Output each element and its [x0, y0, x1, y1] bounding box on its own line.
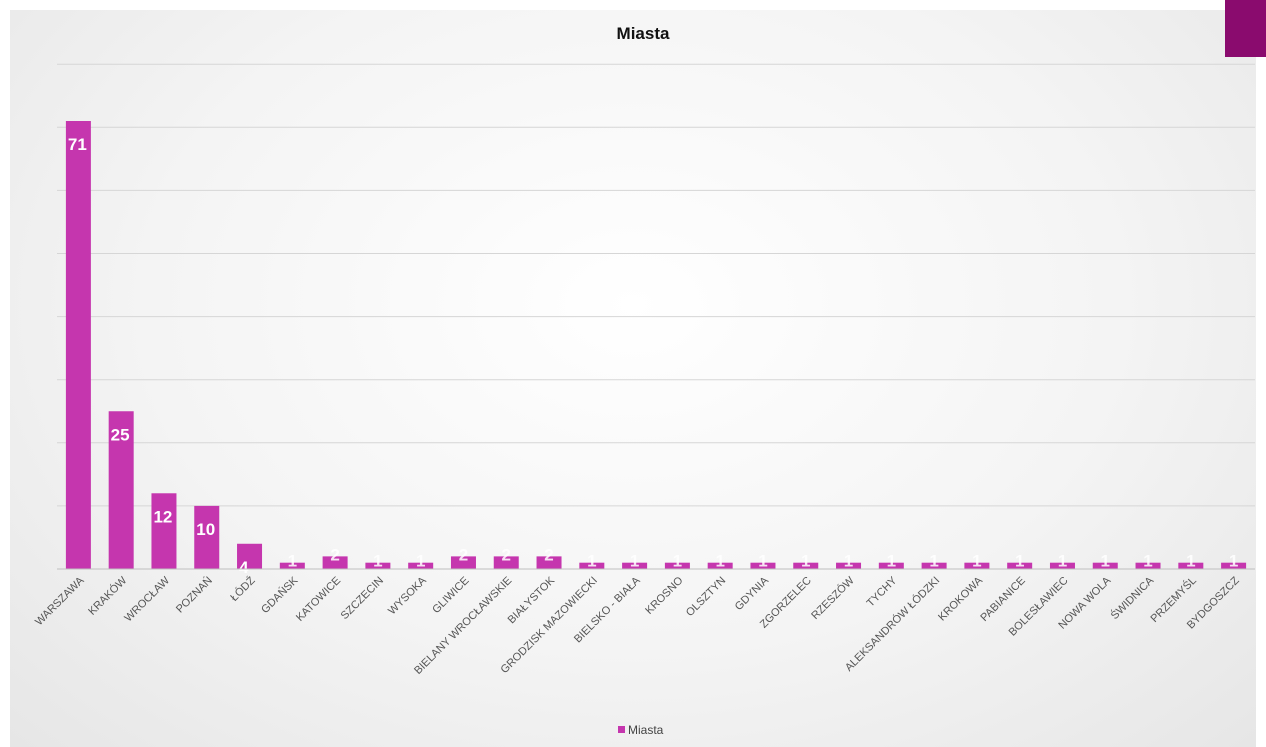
bar — [964, 562, 990, 569]
data-label: 1 — [587, 552, 596, 571]
category-label: TYCHY — [865, 574, 900, 609]
category-label: KATOWICE — [294, 575, 343, 624]
bar — [450, 556, 476, 569]
bar — [237, 543, 263, 569]
category-label: WYSOKA — [386, 574, 429, 617]
chart-title: Miasta — [617, 24, 670, 43]
bar — [1007, 562, 1033, 569]
bar — [536, 556, 562, 569]
data-label: 1 — [929, 552, 938, 571]
data-label: 1 — [373, 552, 382, 571]
category-label: KROSNO — [643, 574, 686, 617]
data-label: 2 — [459, 545, 468, 564]
bar — [1135, 562, 1161, 569]
bar — [151, 493, 177, 569]
bars — [65, 121, 1247, 569]
data-label: 1 — [1143, 552, 1152, 571]
bar — [194, 505, 220, 569]
category-label: KRAKÓW — [86, 574, 130, 618]
bar — [493, 556, 519, 569]
bar — [836, 562, 862, 569]
data-label: 1 — [715, 552, 724, 571]
data-label: 2 — [544, 545, 553, 564]
data-label: 1 — [1015, 552, 1024, 571]
bar — [108, 411, 134, 569]
gridlines — [57, 63, 1255, 507]
data-label: 1 — [801, 552, 810, 571]
data-label: 2 — [330, 545, 339, 564]
bar — [65, 121, 91, 569]
data-label: 1 — [972, 552, 981, 571]
legend-swatch — [618, 726, 625, 733]
category-label: WARSZAWA — [33, 574, 87, 628]
bar — [793, 562, 819, 569]
category-label: ŁÓDŹ — [228, 574, 258, 604]
bar — [1221, 562, 1247, 569]
data-label: 1 — [673, 552, 682, 571]
bar — [279, 562, 305, 569]
data-label: 1 — [844, 552, 853, 571]
bar — [579, 562, 605, 569]
data-label: 1 — [758, 552, 767, 571]
category-label: SZCZECIN — [339, 575, 386, 622]
data-label: 1 — [288, 552, 297, 571]
accent-square — [1225, 0, 1266, 57]
bar — [921, 562, 947, 569]
chart-panel — [10, 10, 1256, 747]
bar — [750, 562, 776, 569]
data-label: 12 — [153, 507, 172, 526]
data-label: 71 — [68, 135, 87, 154]
data-label: 4 — [239, 558, 249, 577]
bar — [322, 556, 348, 569]
data-label: 1 — [1186, 552, 1195, 571]
category-label: GDYNIA — [733, 574, 772, 613]
bar — [408, 562, 434, 569]
bar — [664, 562, 690, 569]
data-label: 2 — [502, 545, 511, 564]
bar — [622, 562, 648, 569]
bar — [878, 562, 904, 569]
category-label: RZESZÓW — [809, 573, 858, 622]
data-label: 1 — [416, 552, 425, 571]
bar — [1049, 562, 1075, 569]
category-label: OLSZTYN — [684, 575, 728, 619]
data-label: 1 — [1229, 552, 1238, 571]
bar — [1178, 562, 1204, 569]
legend: Miasta — [618, 723, 664, 737]
data-label: 1 — [1058, 552, 1067, 571]
bar — [365, 562, 391, 569]
legend-label: Miasta — [628, 723, 664, 737]
category-label: GLIWICE — [430, 575, 471, 616]
bar — [707, 562, 733, 569]
data-label: 25 — [111, 425, 130, 444]
category-label: WROCŁAW — [122, 574, 172, 624]
data-label: 1 — [630, 552, 639, 571]
data-label: 1 — [887, 552, 896, 571]
category-label: POZNAŃ — [173, 574, 215, 616]
category-label: GDAŃSK — [258, 573, 301, 616]
data-label: 10 — [196, 520, 215, 539]
data-label: 1 — [1101, 552, 1110, 571]
bar — [1092, 562, 1118, 569]
